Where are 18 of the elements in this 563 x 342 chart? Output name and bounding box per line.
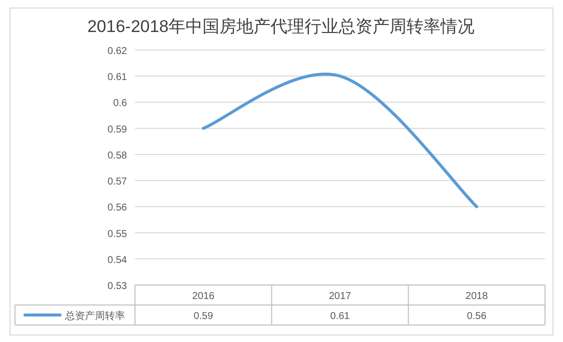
y-tick-label: 0.62 <box>108 46 128 57</box>
y-tick-label: 0.56 <box>108 202 128 214</box>
y-tick-label: 0.61 <box>108 72 128 84</box>
y-tick-label: 0.6 <box>113 98 128 110</box>
x-tick-label: 2018 <box>466 291 488 302</box>
y-tick-label: 0.57 <box>108 176 128 188</box>
data-label: 0.56 <box>466 311 487 322</box>
legend-label: 总资产周转率 <box>64 310 125 322</box>
x-tick-label: 2017 <box>328 291 352 302</box>
y-tick-label: 0.58 <box>108 150 128 162</box>
data-label: 0.61 <box>330 311 350 322</box>
chart-title: 2016-2018年中国房地产代理行业总资产周转率情况 <box>87 17 475 36</box>
y-tick-label: 0.55 <box>108 228 128 240</box>
y-tick-label: 0.53 <box>108 281 128 292</box>
y-tick-label: 0.54 <box>108 254 128 266</box>
x-tick-label: 2016 <box>192 291 215 302</box>
y-tick-label: 0.59 <box>108 124 128 136</box>
data-label: 0.59 <box>194 311 214 322</box>
